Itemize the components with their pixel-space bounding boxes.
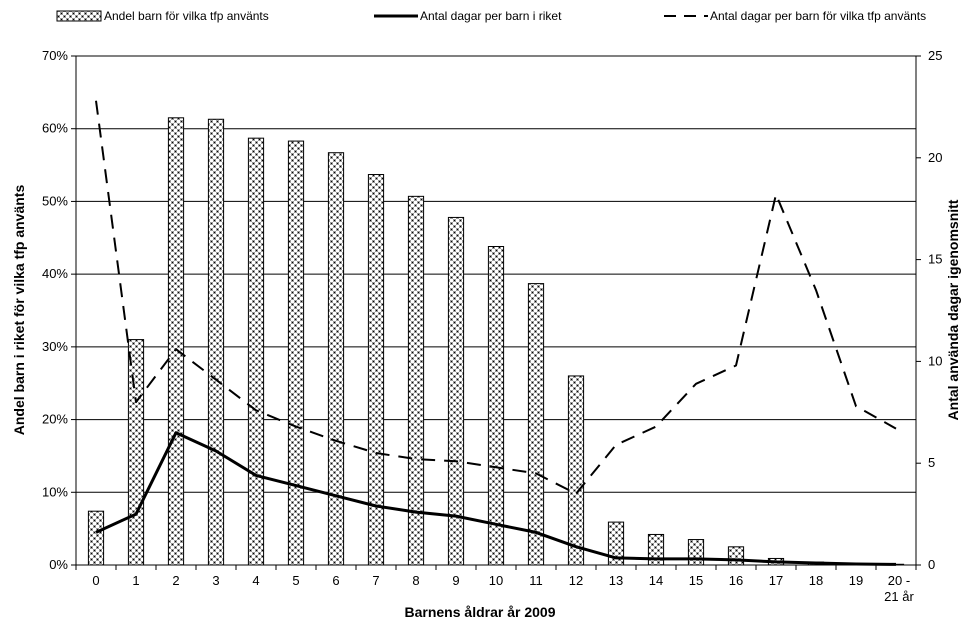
x-tick-label: 20 -21 år bbox=[884, 573, 914, 604]
legend-item-dashed-line: Antal dagar per barn för vilka tfp använ… bbox=[664, 9, 926, 23]
bar bbox=[327, 152, 345, 566]
x-tick-label: 19 bbox=[849, 573, 863, 588]
x-tick-label: 15 bbox=[689, 573, 703, 588]
x-axis-title: Barnens åldrar år 2009 bbox=[405, 604, 556, 620]
bar-series bbox=[87, 117, 905, 566]
left-axis-ticks: 0% 10% 20% 30% 40% 50% 60% 70% bbox=[42, 48, 76, 572]
bar bbox=[487, 246, 505, 566]
right-axis-title: Antal använda dagar igenomsnitt bbox=[945, 199, 961, 420]
bar bbox=[407, 195, 425, 566]
x-tick-label: 7 bbox=[372, 573, 379, 588]
x-tick-label: 18 bbox=[809, 573, 823, 588]
legend: Andel barn för vilka tfp använts Antal d… bbox=[56, 9, 926, 23]
right-tick-label: 0 bbox=[928, 557, 935, 572]
axes bbox=[75, 56, 917, 566]
bar bbox=[447, 216, 465, 566]
dashed-line-series bbox=[95, 100, 897, 495]
left-tick-label: 70% bbox=[42, 48, 68, 63]
left-tick-label: 60% bbox=[42, 121, 68, 136]
legend-swatch-bar bbox=[56, 10, 102, 22]
x-tick-label: 16 bbox=[729, 573, 743, 588]
bar bbox=[727, 546, 745, 566]
x-tick-label: 1 bbox=[132, 573, 139, 588]
right-axis-ticks: 0 5 10 15 20 25 bbox=[916, 48, 942, 572]
x-tick-label: 4 bbox=[252, 573, 259, 588]
bar bbox=[527, 283, 545, 566]
legend-item-solid-line: Antal dagar per barn i riket bbox=[374, 9, 562, 23]
left-tick-label: 30% bbox=[42, 339, 68, 354]
left-tick-label: 0% bbox=[49, 557, 68, 572]
bar bbox=[127, 339, 145, 566]
solid-line-series bbox=[95, 431, 897, 566]
x-tick-label: 9 bbox=[452, 573, 459, 588]
legend-item-bar: Andel barn för vilka tfp använts bbox=[56, 9, 269, 23]
bar bbox=[567, 375, 585, 566]
x-tick-label: 6 bbox=[332, 573, 339, 588]
bar bbox=[247, 137, 265, 566]
legend-label-solid-line: Antal dagar per barn i riket bbox=[420, 9, 562, 23]
right-tick-label: 25 bbox=[928, 48, 942, 63]
x-tick-label: 10 bbox=[489, 573, 503, 588]
x-tick-label: 12 bbox=[569, 573, 583, 588]
line-series bbox=[95, 100, 897, 566]
right-tick-label: 5 bbox=[928, 455, 935, 470]
x-tick-label: 2 bbox=[172, 573, 179, 588]
right-tick-label: 20 bbox=[928, 150, 942, 165]
x-tick-label: 3 bbox=[212, 573, 219, 588]
left-tick-label: 10% bbox=[42, 484, 68, 499]
x-axis-ticks: 0 1 2 3 4 5 6 7 8 9 10 11 12 13 14 15 16 17 18 19 20 -21 år bbox=[75, 565, 917, 604]
legend-label-bar: Andel barn för vilka tfp använts bbox=[104, 9, 269, 23]
bar bbox=[167, 117, 185, 566]
right-tick-label: 15 bbox=[928, 252, 942, 267]
x-tick-label: 11 bbox=[529, 573, 543, 588]
left-axis-title: Andel barn i riket för vilka tfp använts bbox=[11, 185, 27, 436]
x-tick-label: 13 bbox=[609, 573, 623, 588]
x-tick-label: 5 bbox=[292, 573, 299, 588]
left-tick-label: 40% bbox=[42, 266, 68, 281]
left-tick-label: 20% bbox=[42, 412, 68, 427]
x-tick-label: 14 bbox=[649, 573, 663, 588]
legend-label-dashed-line: Antal dagar per barn för vilka tfp använ… bbox=[710, 9, 926, 23]
bar bbox=[647, 533, 665, 566]
x-tick-label: 17 bbox=[769, 573, 783, 588]
right-tick-label: 10 bbox=[928, 353, 942, 368]
bar bbox=[87, 510, 105, 566]
bar bbox=[207, 118, 225, 566]
bar bbox=[287, 140, 305, 566]
x-tick-label: 8 bbox=[412, 573, 419, 588]
x-tick-label: 0 bbox=[92, 573, 99, 588]
bar bbox=[687, 539, 705, 566]
left-tick-label: 50% bbox=[42, 193, 68, 208]
